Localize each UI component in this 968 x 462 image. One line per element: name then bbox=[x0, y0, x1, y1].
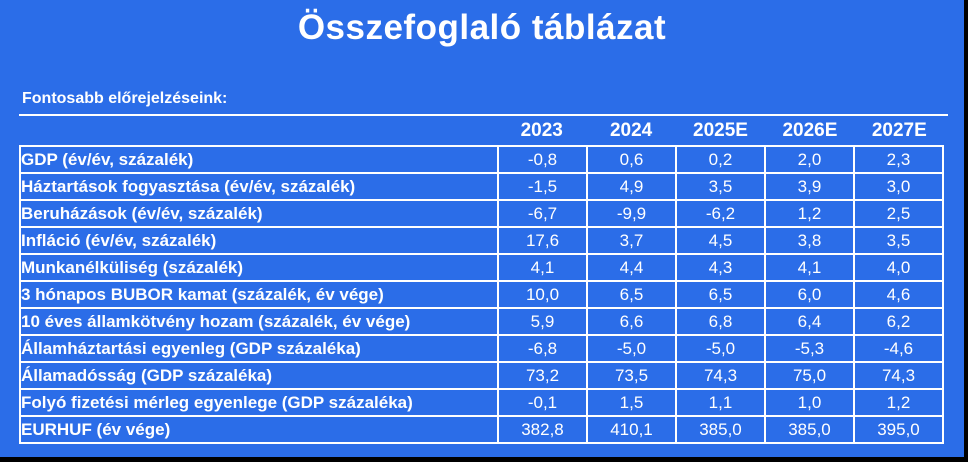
row-label: Háztartások fogyasztása (év/év, százalék… bbox=[19, 172, 499, 201]
table-row: GDP (év/év, százalék) -0,8 0,6 0,2 2,0 2,3 bbox=[19, 145, 944, 174]
table-row: Munkanélküliség (százalék) 4,1 4,4 4,3 4,1 4,… bbox=[19, 253, 944, 282]
value-cell: 4,5 bbox=[675, 226, 766, 255]
table-row: Háztartások fogyasztása (év/év, százalék… bbox=[19, 172, 944, 201]
forecast-table-body: GDP (év/év, százalék) -0,8 0,6 0,2 2,0 2,3 Ház… bbox=[19, 145, 944, 444]
table-row: 3 hónapos BUBOR kamat (százalék, év vége… bbox=[19, 280, 944, 309]
value-cell: 10,0 bbox=[497, 280, 588, 309]
value-cell: 0,6 bbox=[586, 145, 677, 174]
value-cell: 395,0 bbox=[853, 415, 944, 444]
value-cell: 6,5 bbox=[586, 280, 677, 309]
value-cell: 1,2 bbox=[764, 199, 855, 228]
row-label: Folyó fizetési mérleg egyenlege (GDP szá… bbox=[19, 388, 499, 417]
value-cell: -0,1 bbox=[497, 388, 588, 417]
row-label: Beruházások (év/év, százalék) bbox=[19, 199, 499, 228]
subtitle-divider bbox=[19, 114, 948, 116]
value-cell: -4,6 bbox=[853, 334, 944, 363]
value-cell: 0,2 bbox=[675, 145, 766, 174]
value-cell: 6,8 bbox=[675, 307, 766, 336]
row-label: 3 hónapos BUBOR kamat (százalék, év vége… bbox=[19, 280, 499, 309]
value-cell: 73,5 bbox=[586, 361, 677, 390]
value-cell: 3,8 bbox=[764, 226, 855, 255]
table-row: Beruházások (év/év, százalék) -6,7 -9,9 -6,… bbox=[19, 199, 944, 228]
value-cell: 3,5 bbox=[675, 172, 766, 201]
row-label: EURHUF (év vége) bbox=[19, 415, 499, 444]
value-cell: 2,5 bbox=[853, 199, 944, 228]
value-cell: 1,5 bbox=[586, 388, 677, 417]
row-label: Államadósság (GDP százaléka) bbox=[19, 361, 499, 390]
value-cell: 1,2 bbox=[853, 388, 944, 417]
table-row: Államadósság (GDP százaléka) 73,2 73,5 74,3… bbox=[19, 361, 944, 390]
value-cell: -5,0 bbox=[675, 334, 766, 363]
column-header-2026e: 2026E bbox=[782, 120, 838, 141]
value-cell: 6,4 bbox=[764, 307, 855, 336]
value-cell: 4,6 bbox=[853, 280, 944, 309]
value-cell: 4,1 bbox=[764, 253, 855, 282]
value-cell: -6,8 bbox=[497, 334, 588, 363]
table-row: Államháztartási egyenleg (GDP százaléka)… bbox=[19, 334, 944, 363]
value-cell: -1,5 bbox=[497, 172, 588, 201]
value-cell: 3,0 bbox=[853, 172, 944, 201]
row-label: Infláció (év/év, százalék) bbox=[19, 226, 499, 255]
value-cell: 382,8 bbox=[497, 415, 588, 444]
column-header-2025e: 2025E bbox=[693, 120, 748, 141]
column-header-2024: 2024 bbox=[609, 120, 653, 141]
value-cell: 73,2 bbox=[497, 361, 588, 390]
value-cell: 1,1 bbox=[675, 388, 766, 417]
value-cell: 6,2 bbox=[853, 307, 944, 336]
value-cell: 3,7 bbox=[586, 226, 677, 255]
page-title: Összefoglaló táblázat bbox=[297, 8, 667, 47]
value-cell: 3,5 bbox=[853, 226, 944, 255]
value-cell: 385,0 bbox=[764, 415, 855, 444]
value-cell: -6,2 bbox=[675, 199, 766, 228]
value-cell: 385,0 bbox=[675, 415, 766, 444]
value-cell: 3,9 bbox=[764, 172, 855, 201]
value-cell: 4,3 bbox=[675, 253, 766, 282]
year-header-row: 2023 2024 2025E 2026E 2027E bbox=[497, 118, 944, 143]
value-cell: 6,5 bbox=[675, 280, 766, 309]
value-cell: 5,9 bbox=[497, 307, 588, 336]
value-cell: -5,3 bbox=[764, 334, 855, 363]
column-header-2027e: 2027E bbox=[871, 120, 927, 141]
value-cell: -6,7 bbox=[497, 199, 588, 228]
value-cell: -0,8 bbox=[497, 145, 588, 174]
value-cell: 75,0 bbox=[764, 361, 855, 390]
row-label: GDP (év/év, százalék) bbox=[19, 145, 499, 174]
value-cell: 410,1 bbox=[586, 415, 677, 444]
value-cell: 74,3 bbox=[675, 361, 766, 390]
value-cell: 4,4 bbox=[586, 253, 677, 282]
value-cell: 6,0 bbox=[764, 280, 855, 309]
row-label: Államháztartási egyenleg (GDP százaléka) bbox=[19, 334, 499, 363]
forecast-table: GDP (év/év, százalék) -0,8 0,6 0,2 2,0 2,3 Ház… bbox=[19, 145, 944, 444]
table-row: 10 éves államkötvény hozam (százalék, év… bbox=[19, 307, 944, 336]
value-cell: 4,0 bbox=[853, 253, 944, 282]
row-label: Munkanélküliség (százalék) bbox=[19, 253, 499, 282]
value-cell: -5,0 bbox=[586, 334, 677, 363]
row-label: 10 éves államkötvény hozam (százalék, év… bbox=[19, 307, 499, 336]
value-cell: 1,0 bbox=[764, 388, 855, 417]
value-cell: 4,1 bbox=[497, 253, 588, 282]
value-cell: 4,9 bbox=[586, 172, 677, 201]
value-cell: 2,0 bbox=[764, 145, 855, 174]
value-cell: 6,6 bbox=[586, 307, 677, 336]
table-row: Folyó fizetési mérleg egyenlege (GDP szá… bbox=[19, 388, 944, 417]
value-cell: 17,6 bbox=[497, 226, 588, 255]
table-row: EURHUF (év vége) 382,8 410,1 385,0 385,0 395,… bbox=[19, 415, 944, 444]
value-cell: 2,3 bbox=[853, 145, 944, 174]
table-row: Infláció (év/év, százalék) 17,6 3,7 4,5 3,8 3… bbox=[19, 226, 944, 255]
column-header-2023: 2023 bbox=[520, 120, 563, 141]
value-cell: -9,9 bbox=[586, 199, 677, 228]
value-cell: 74,3 bbox=[853, 361, 944, 390]
forecast-subtitle: Fontosabb előrejelzéseink: bbox=[22, 90, 228, 107]
